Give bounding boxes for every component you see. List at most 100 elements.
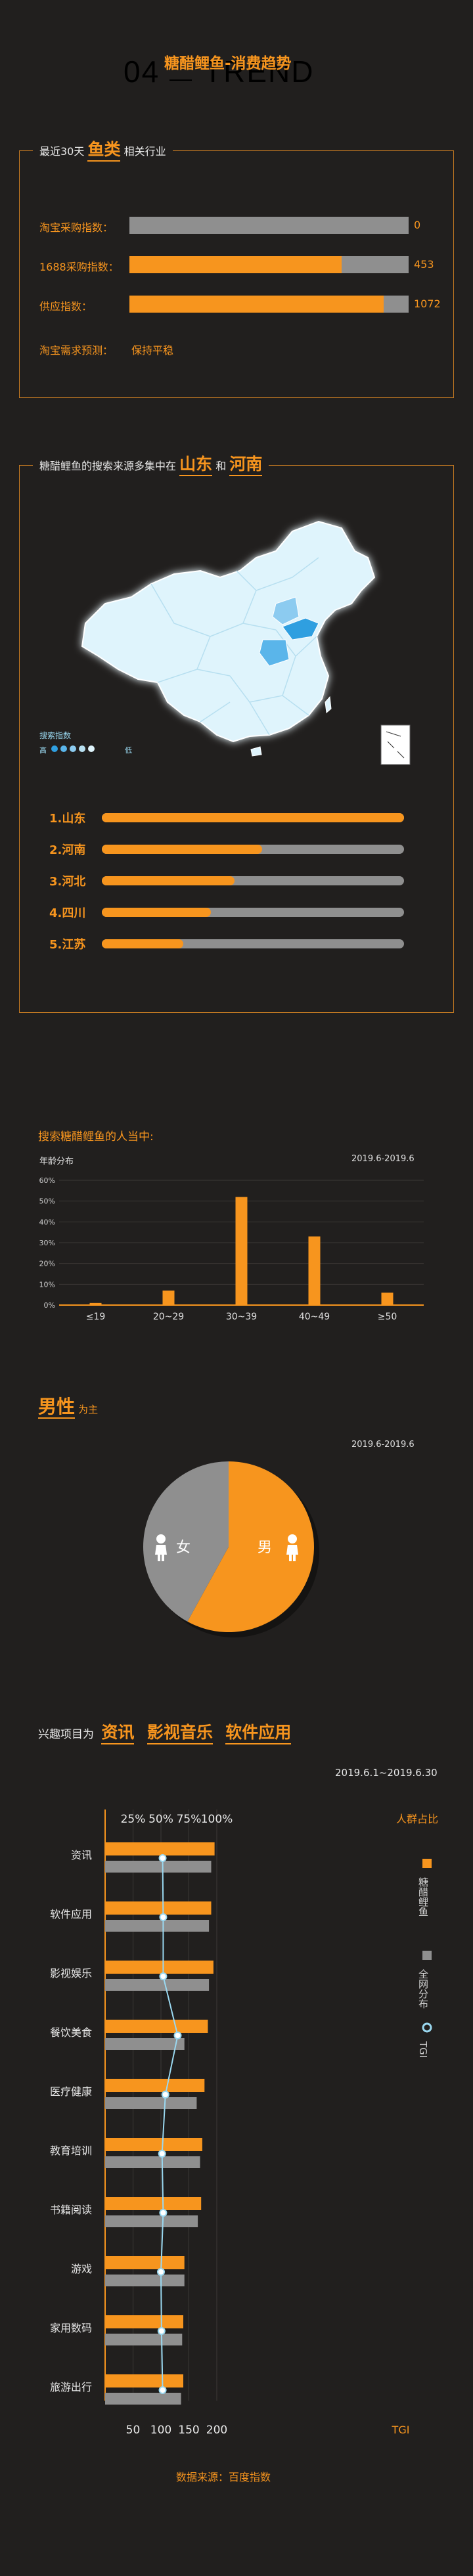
- forecast-value: 保持平稳: [131, 344, 174, 357]
- category-label: 软件应用: [50, 1908, 92, 1921]
- province-track: [102, 813, 404, 822]
- map-legend-low: 低: [125, 746, 132, 755]
- legend-label: 糖醋鲤鱼: [417, 1877, 429, 1917]
- footer-source: 数据来源：百度指数: [176, 2471, 271, 2483]
- age-period: 2019.6-2019.6: [351, 1154, 415, 1164]
- gender-pie-chart: 女男: [143, 1461, 319, 1637]
- category-row-label: 1688采购指数：: [39, 261, 119, 273]
- bar-series1: [105, 2315, 183, 2328]
- legend-label: TGI: [417, 2041, 429, 2058]
- category-row-label: 淘宝采购指数：: [39, 221, 114, 234]
- tgi-point: [157, 2268, 165, 2276]
- map-henan: [259, 639, 290, 667]
- province-track: [102, 908, 404, 917]
- province-track: [102, 876, 404, 885]
- bar-series2: [105, 1979, 210, 1991]
- bar-series2: [105, 2275, 185, 2286]
- bar-series2: [105, 2215, 198, 2227]
- interest-item: 软件应用: [225, 1723, 292, 1744]
- gender-highlight: 男性: [38, 1396, 76, 1419]
- category-row-value: 0: [414, 219, 421, 231]
- province-bar: [102, 813, 404, 822]
- province-label: 5.江苏: [49, 938, 86, 952]
- interest-chart: 25% 50% 75% 100% 人群占比 50 100 150 200 TGI 资讯软件应用影视娱…: [50, 1810, 438, 2437]
- tgi-line: [160, 1857, 179, 2391]
- region-prov1: 山东: [179, 455, 213, 476]
- tgi-point: [159, 1913, 168, 1921]
- header: 04 TREND 糖醋鲤鱼-消费趋势: [0, 46, 473, 99]
- header-divider: [169, 79, 192, 81]
- region-box-heading: 糖醋鲤鱼的搜索来源多集中在 山东 和 河南: [33, 451, 269, 476]
- header-number: 04: [124, 55, 160, 89]
- tgi-point: [173, 2032, 182, 2039]
- category-box-heading: 最近30天 鱼类 相关行业: [33, 137, 173, 162]
- bar-series1: [105, 2197, 202, 2210]
- bar-series1: [105, 1901, 212, 1915]
- age-bar: [235, 1197, 248, 1305]
- category-highlight: 鱼类: [87, 140, 121, 162]
- bar-series1: [105, 1842, 215, 1855]
- map-legend-high: 高: [39, 746, 47, 755]
- y-tick-label: 20%: [39, 1260, 55, 1268]
- top-axis-title: 人群占比: [396, 1813, 438, 1825]
- bar-series2: [105, 1920, 210, 1932]
- legend-label: 全网分布: [417, 1968, 429, 2009]
- male-icon: [286, 1545, 298, 1561]
- interest-lead: 兴趣项目为: [38, 1728, 94, 1741]
- y-tick-label: 40%: [39, 1218, 55, 1226]
- y-tick-label: 60%: [39, 1176, 55, 1185]
- tgi-point: [158, 1854, 167, 1862]
- age-chart-label: 年龄分布: [39, 1157, 74, 1166]
- age-heading: 搜索糖醋鲤鱼的人当中:: [38, 1130, 154, 1144]
- interest-item: 影视音乐: [146, 1723, 213, 1744]
- age-bar: [308, 1236, 321, 1305]
- pie-slice: [187, 1461, 314, 1632]
- province-bar: [102, 939, 184, 948]
- map-shandong: [282, 617, 319, 640]
- map-taiwan: [325, 696, 332, 713]
- region-prov2: 河南: [229, 455, 263, 476]
- female-label: 女: [176, 1540, 191, 1556]
- province-bar: [102, 845, 262, 854]
- tgi-point: [159, 2209, 168, 2217]
- bar-series1: [105, 2020, 208, 2033]
- top-tick-label: 25%: [121, 1813, 146, 1826]
- province-label: 2.河南: [49, 843, 86, 857]
- category-row-track: [129, 296, 409, 313]
- map-hainan: [250, 746, 262, 757]
- bar-series2: [105, 2393, 181, 2405]
- category-box: 最近30天 鱼类 相关行业 淘宝采购指数： 0 1688采购指数： 453 供应…: [19, 137, 454, 398]
- bar-series2: [105, 2156, 200, 2168]
- female-icon: [156, 1534, 166, 1543]
- province-track: [102, 939, 404, 948]
- region-lead: 糖醋鲤鱼的搜索来源多集中在: [39, 460, 177, 472]
- bottom-tick-label: 150: [178, 2424, 199, 2437]
- category-row-bar: [129, 256, 342, 273]
- category-label: 游戏: [71, 2263, 92, 2275]
- map-hebei: [272, 596, 300, 625]
- category-label: 餐饮美食: [50, 2026, 92, 2039]
- bar-series1: [105, 2256, 185, 2269]
- category-label: 旅游出行: [50, 2381, 92, 2393]
- tgi-point: [158, 2150, 166, 2158]
- category-row-bar: [129, 296, 384, 313]
- category-lead: 最近30天: [39, 145, 85, 158]
- legend-swatch: [422, 2022, 432, 2033]
- province-bar: [102, 908, 211, 917]
- category-row-value: 453: [414, 258, 434, 271]
- tgi-point: [158, 2386, 167, 2394]
- interest-item: 资讯: [101, 1723, 135, 1744]
- category-row-track: [129, 256, 409, 273]
- age-bar-chart: 0% 10% 20% 30% 40% 50% 60% ≤19 20~29 30~39 40~49 ≥5…: [39, 1176, 424, 1322]
- category-row-label: 供应指数：: [39, 300, 93, 313]
- interest-period: 2019.6.1~2019.6.30: [335, 1767, 438, 1779]
- tgi-point: [161, 2091, 169, 2099]
- age-bar: [89, 1302, 102, 1305]
- province-label: 4.四川: [49, 906, 86, 920]
- province-label: 1.山东: [49, 812, 86, 826]
- tgi-point: [157, 2327, 166, 2335]
- male-label: 男: [258, 1540, 272, 1556]
- map-mainland: [81, 520, 376, 743]
- x-tick-label: 20~29: [153, 1312, 184, 1322]
- bottom-tick-label: 200: [206, 2424, 227, 2437]
